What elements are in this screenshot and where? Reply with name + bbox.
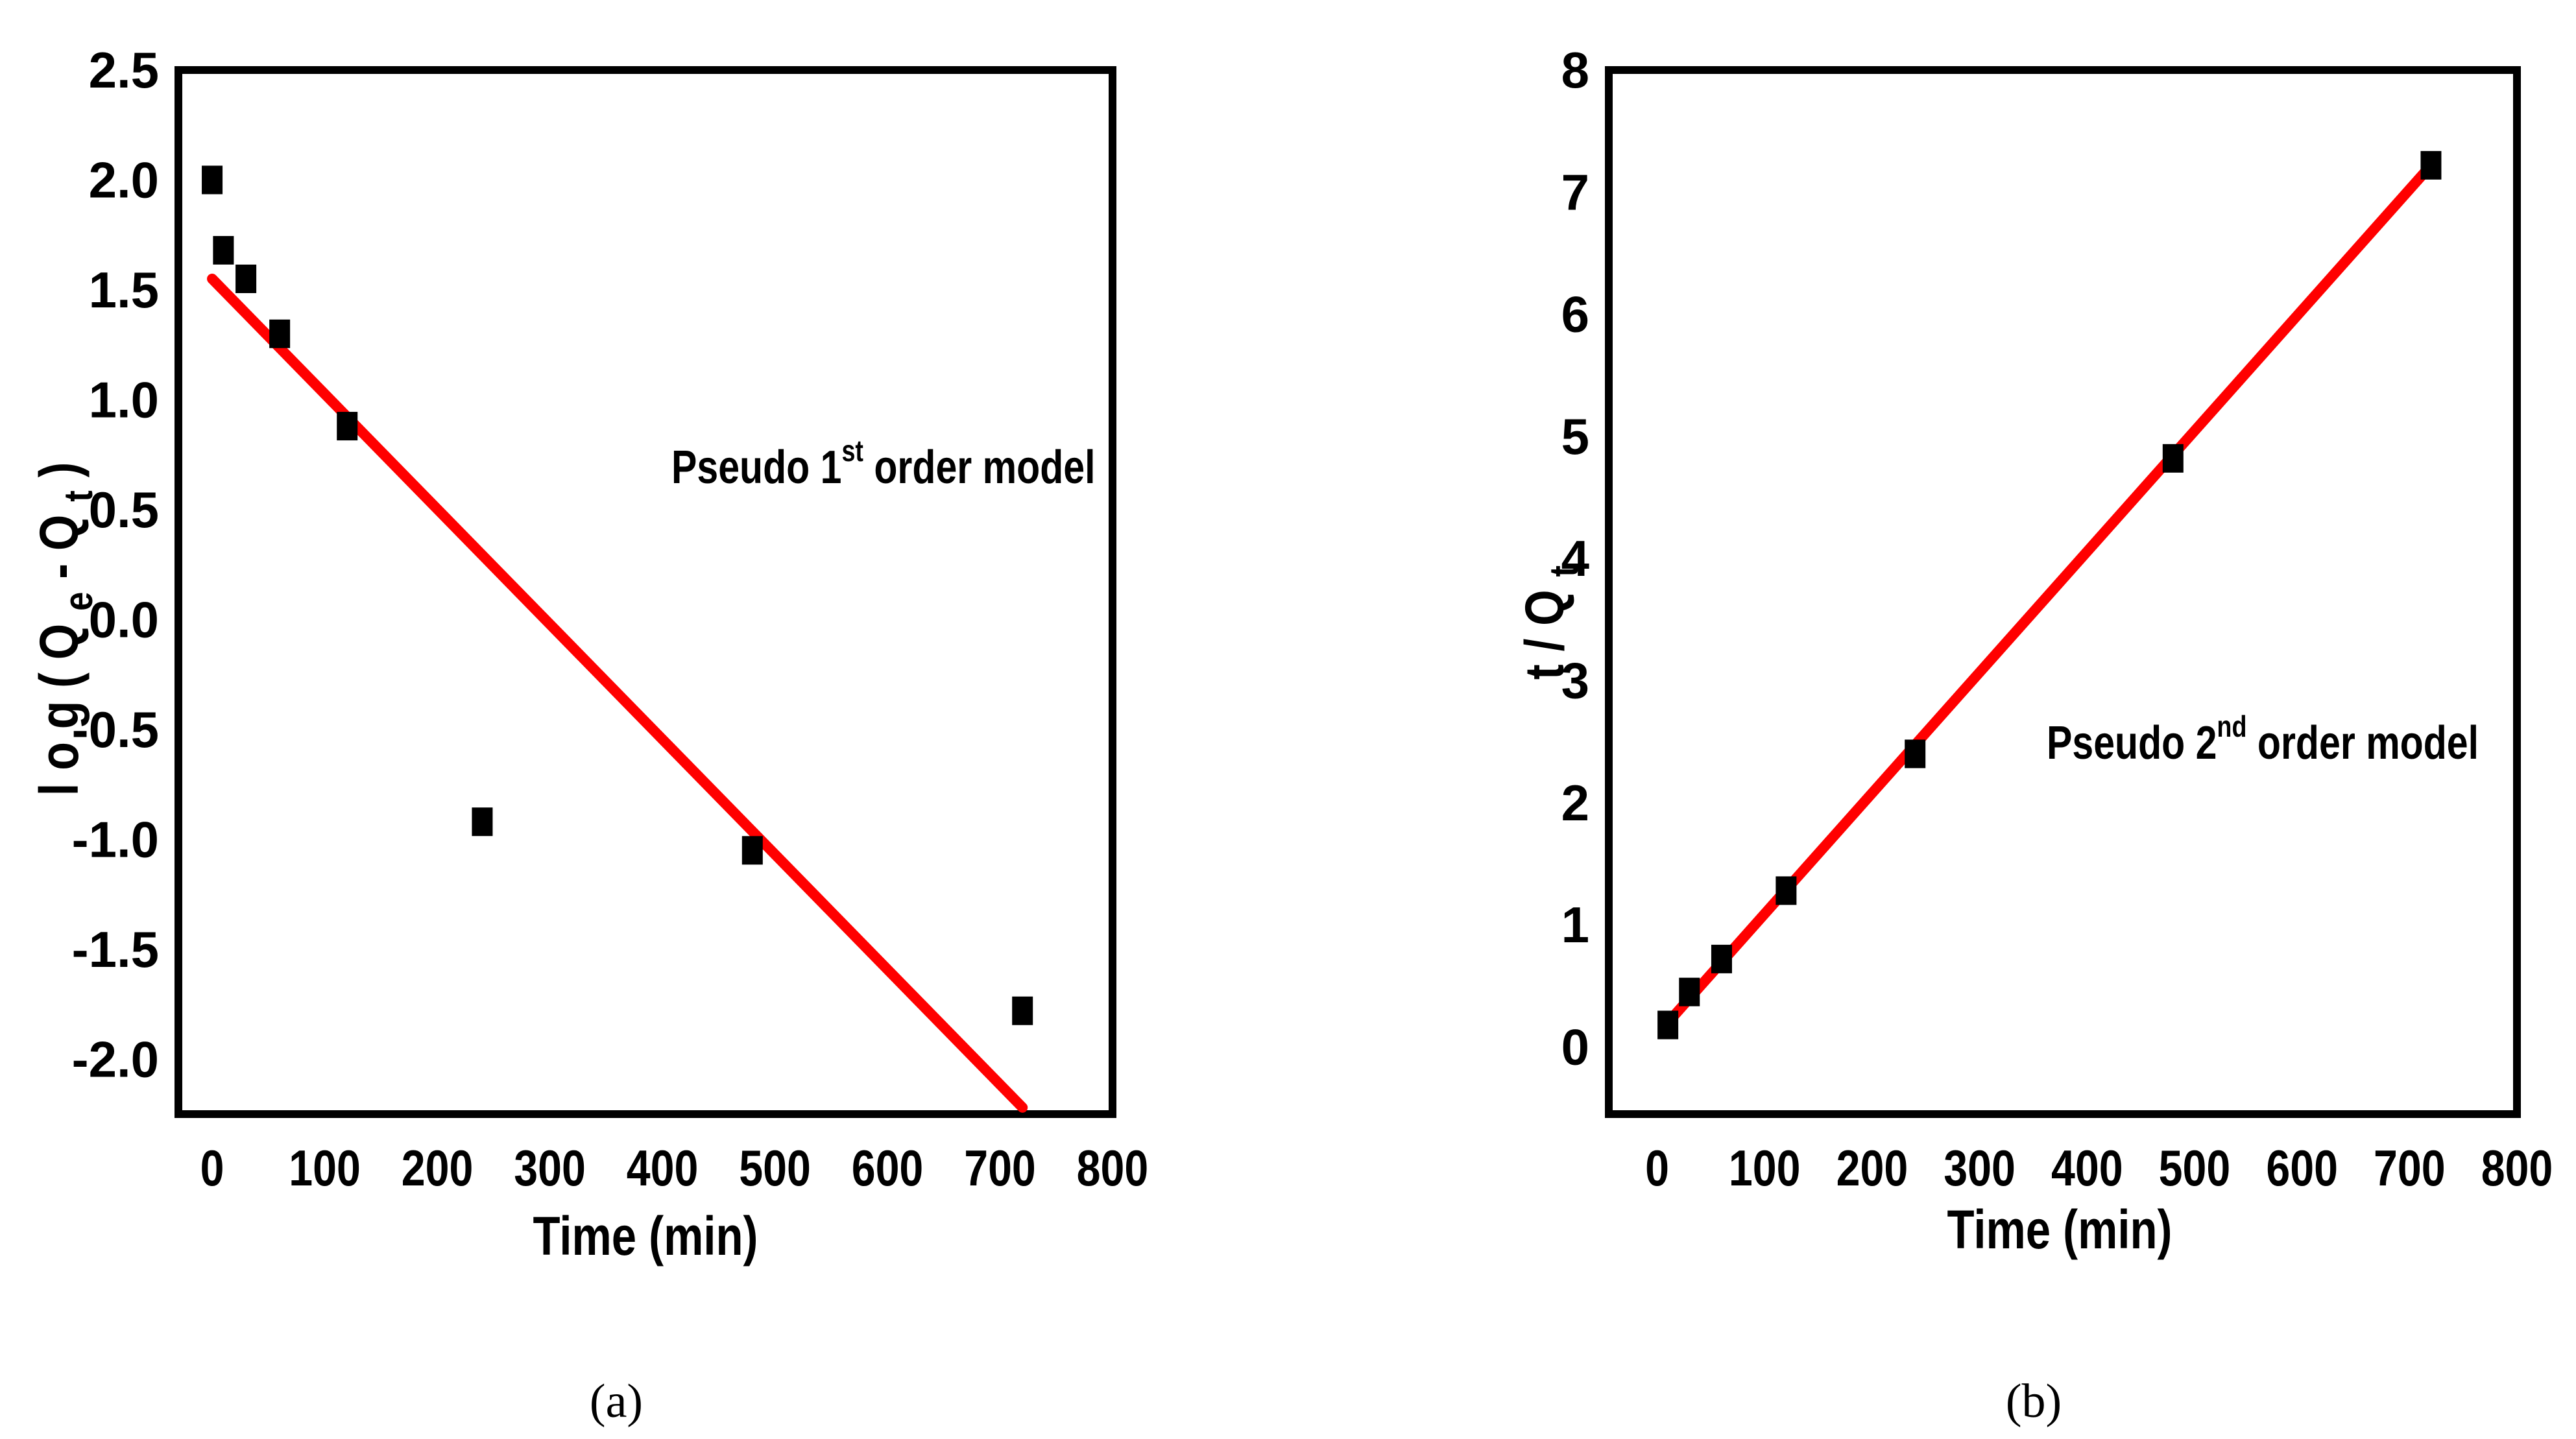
y-tick-label: 5 [1561, 408, 1589, 465]
y-tick-label: 1 [1561, 896, 1589, 953]
x-tick-label: 700 [964, 1140, 1036, 1196]
annotation-superscript: nd [2217, 709, 2246, 743]
x-axis-label: Time (min) [1947, 1200, 2173, 1261]
annotation-superscript: st [841, 434, 863, 467]
y-tick-label: 0 [1561, 1018, 1589, 1075]
x-tick-label: 400 [627, 1140, 699, 1196]
plot-frame [1605, 66, 2521, 1118]
fit-line [207, 274, 1028, 1113]
data-points [202, 165, 1033, 1025]
x-tick-label: 600 [2266, 1140, 2338, 1196]
panel-caption: (b) [2006, 1375, 2062, 1428]
data-point [741, 836, 763, 865]
y-tick-label: -2.0 [72, 1030, 159, 1088]
annotation-suffix: order model [2247, 716, 2479, 768]
x-tick-label: 300 [1944, 1140, 2016, 1196]
x-tick-label: 100 [1729, 1140, 1801, 1196]
data-point [2420, 150, 2442, 180]
annotation: Pseudo 2nd order model [2047, 709, 2479, 768]
y-axis-label: t / Q t [1513, 565, 1587, 680]
annotation-suffix: order model [863, 440, 1096, 493]
data-point [235, 265, 257, 293]
y-axis-label-prefix: t / Q [1513, 577, 1575, 680]
y-tick-label: 2.5 [89, 42, 159, 99]
data-point [337, 412, 358, 441]
plot-frame [175, 66, 1116, 1118]
data-point [472, 807, 493, 837]
y-tick-label: 2 [1561, 774, 1589, 831]
x-tick-label: 500 [2159, 1140, 2231, 1196]
y-axis-label: l o g ( Q e - Q t ) [28, 462, 101, 796]
y-axis-label-sub1: t [1542, 565, 1587, 577]
data-point [1711, 944, 1732, 973]
x-tick-label: 100 [289, 1140, 361, 1196]
data-points [1657, 150, 2442, 1040]
x-tick-label: 700 [2374, 1140, 2446, 1196]
panel-a-chart: 2.5 2.0 1.5 1.0 0.5 0.0 -0.5 -1.0 -1.5 -2.0 0 100 2… [28, 42, 1148, 1428]
fit-line-group [207, 274, 1028, 1113]
x-tick-label: 500 [739, 1140, 811, 1196]
y-tick-label: 0.5 [89, 481, 159, 538]
data-point [1012, 996, 1033, 1025]
annotation-prefix: Pseudo 1 [671, 440, 841, 493]
y-axis-label-sub1: e [56, 592, 101, 611]
y-axis-ticks: 2.5 2.0 1.5 1.0 0.5 0.0 -0.5 -1.0 -1.5 -2.0 [72, 42, 159, 1088]
annotation-prefix: Pseudo 2 [2047, 716, 2217, 768]
x-tick-label: 200 [402, 1140, 474, 1196]
data-point [269, 319, 291, 348]
x-axis-ticks: 0 100 200 300 400 500 600 700 800 [1645, 1140, 2553, 1196]
y-tick-label: -1.5 [72, 921, 159, 978]
y-tick-label: 1.0 [89, 371, 159, 428]
y-tick-label: 7 [1561, 163, 1589, 220]
x-tick-label: 800 [2481, 1140, 2553, 1196]
x-tick-label: 300 [514, 1140, 586, 1196]
y-tick-label: 2.0 [89, 151, 159, 208]
data-point [213, 235, 234, 265]
y-tick-label: 1.5 [89, 261, 159, 318]
y-tick-label: 3 [1561, 652, 1589, 709]
x-axis-label: Time (min) [533, 1206, 758, 1267]
y-tick-label: 8 [1561, 42, 1589, 99]
x-tick-label: 0 [1645, 1140, 1669, 1196]
y-tick-label: 4 [1561, 530, 1589, 587]
panel-caption: (a) [590, 1375, 643, 1428]
data-point [1905, 739, 1926, 768]
x-axis-ticks: 0 100 200 300 400 500 600 700 800 [200, 1140, 1149, 1196]
x-tick-label: 800 [1077, 1140, 1149, 1196]
y-tick-label: -1.0 [72, 811, 159, 868]
data-point [1657, 1010, 1679, 1040]
annotation: Pseudo 1st order model [671, 434, 1096, 493]
panel-b-chart: 8 7 6 5 4 3 2 1 0 0 100 200 300 400 500 600 700 800 Pseu… [1513, 42, 2553, 1428]
x-tick-label: 600 [852, 1140, 924, 1196]
y-axis-label-sub2: t [56, 490, 101, 502]
y-axis-label-prefix: l o g ( Q [28, 611, 90, 796]
y-tick-label: 6 [1561, 286, 1589, 343]
data-point [202, 165, 223, 195]
data-point [2162, 444, 2184, 473]
x-tick-label: 0 [200, 1140, 224, 1196]
x-tick-label: 200 [1836, 1140, 1908, 1196]
data-point [1776, 876, 1797, 905]
data-point [1679, 977, 1700, 1006]
y-axis-label-mid: - Q [28, 502, 90, 592]
y-tick-label: 0.0 [89, 591, 159, 648]
y-axis-label-suffix: ) [28, 462, 90, 491]
y-axis-ticks: 8 7 6 5 4 3 2 1 0 [1561, 42, 1589, 1075]
x-tick-label: 400 [2051, 1140, 2123, 1196]
y-tick-label: -0.5 [72, 701, 159, 758]
